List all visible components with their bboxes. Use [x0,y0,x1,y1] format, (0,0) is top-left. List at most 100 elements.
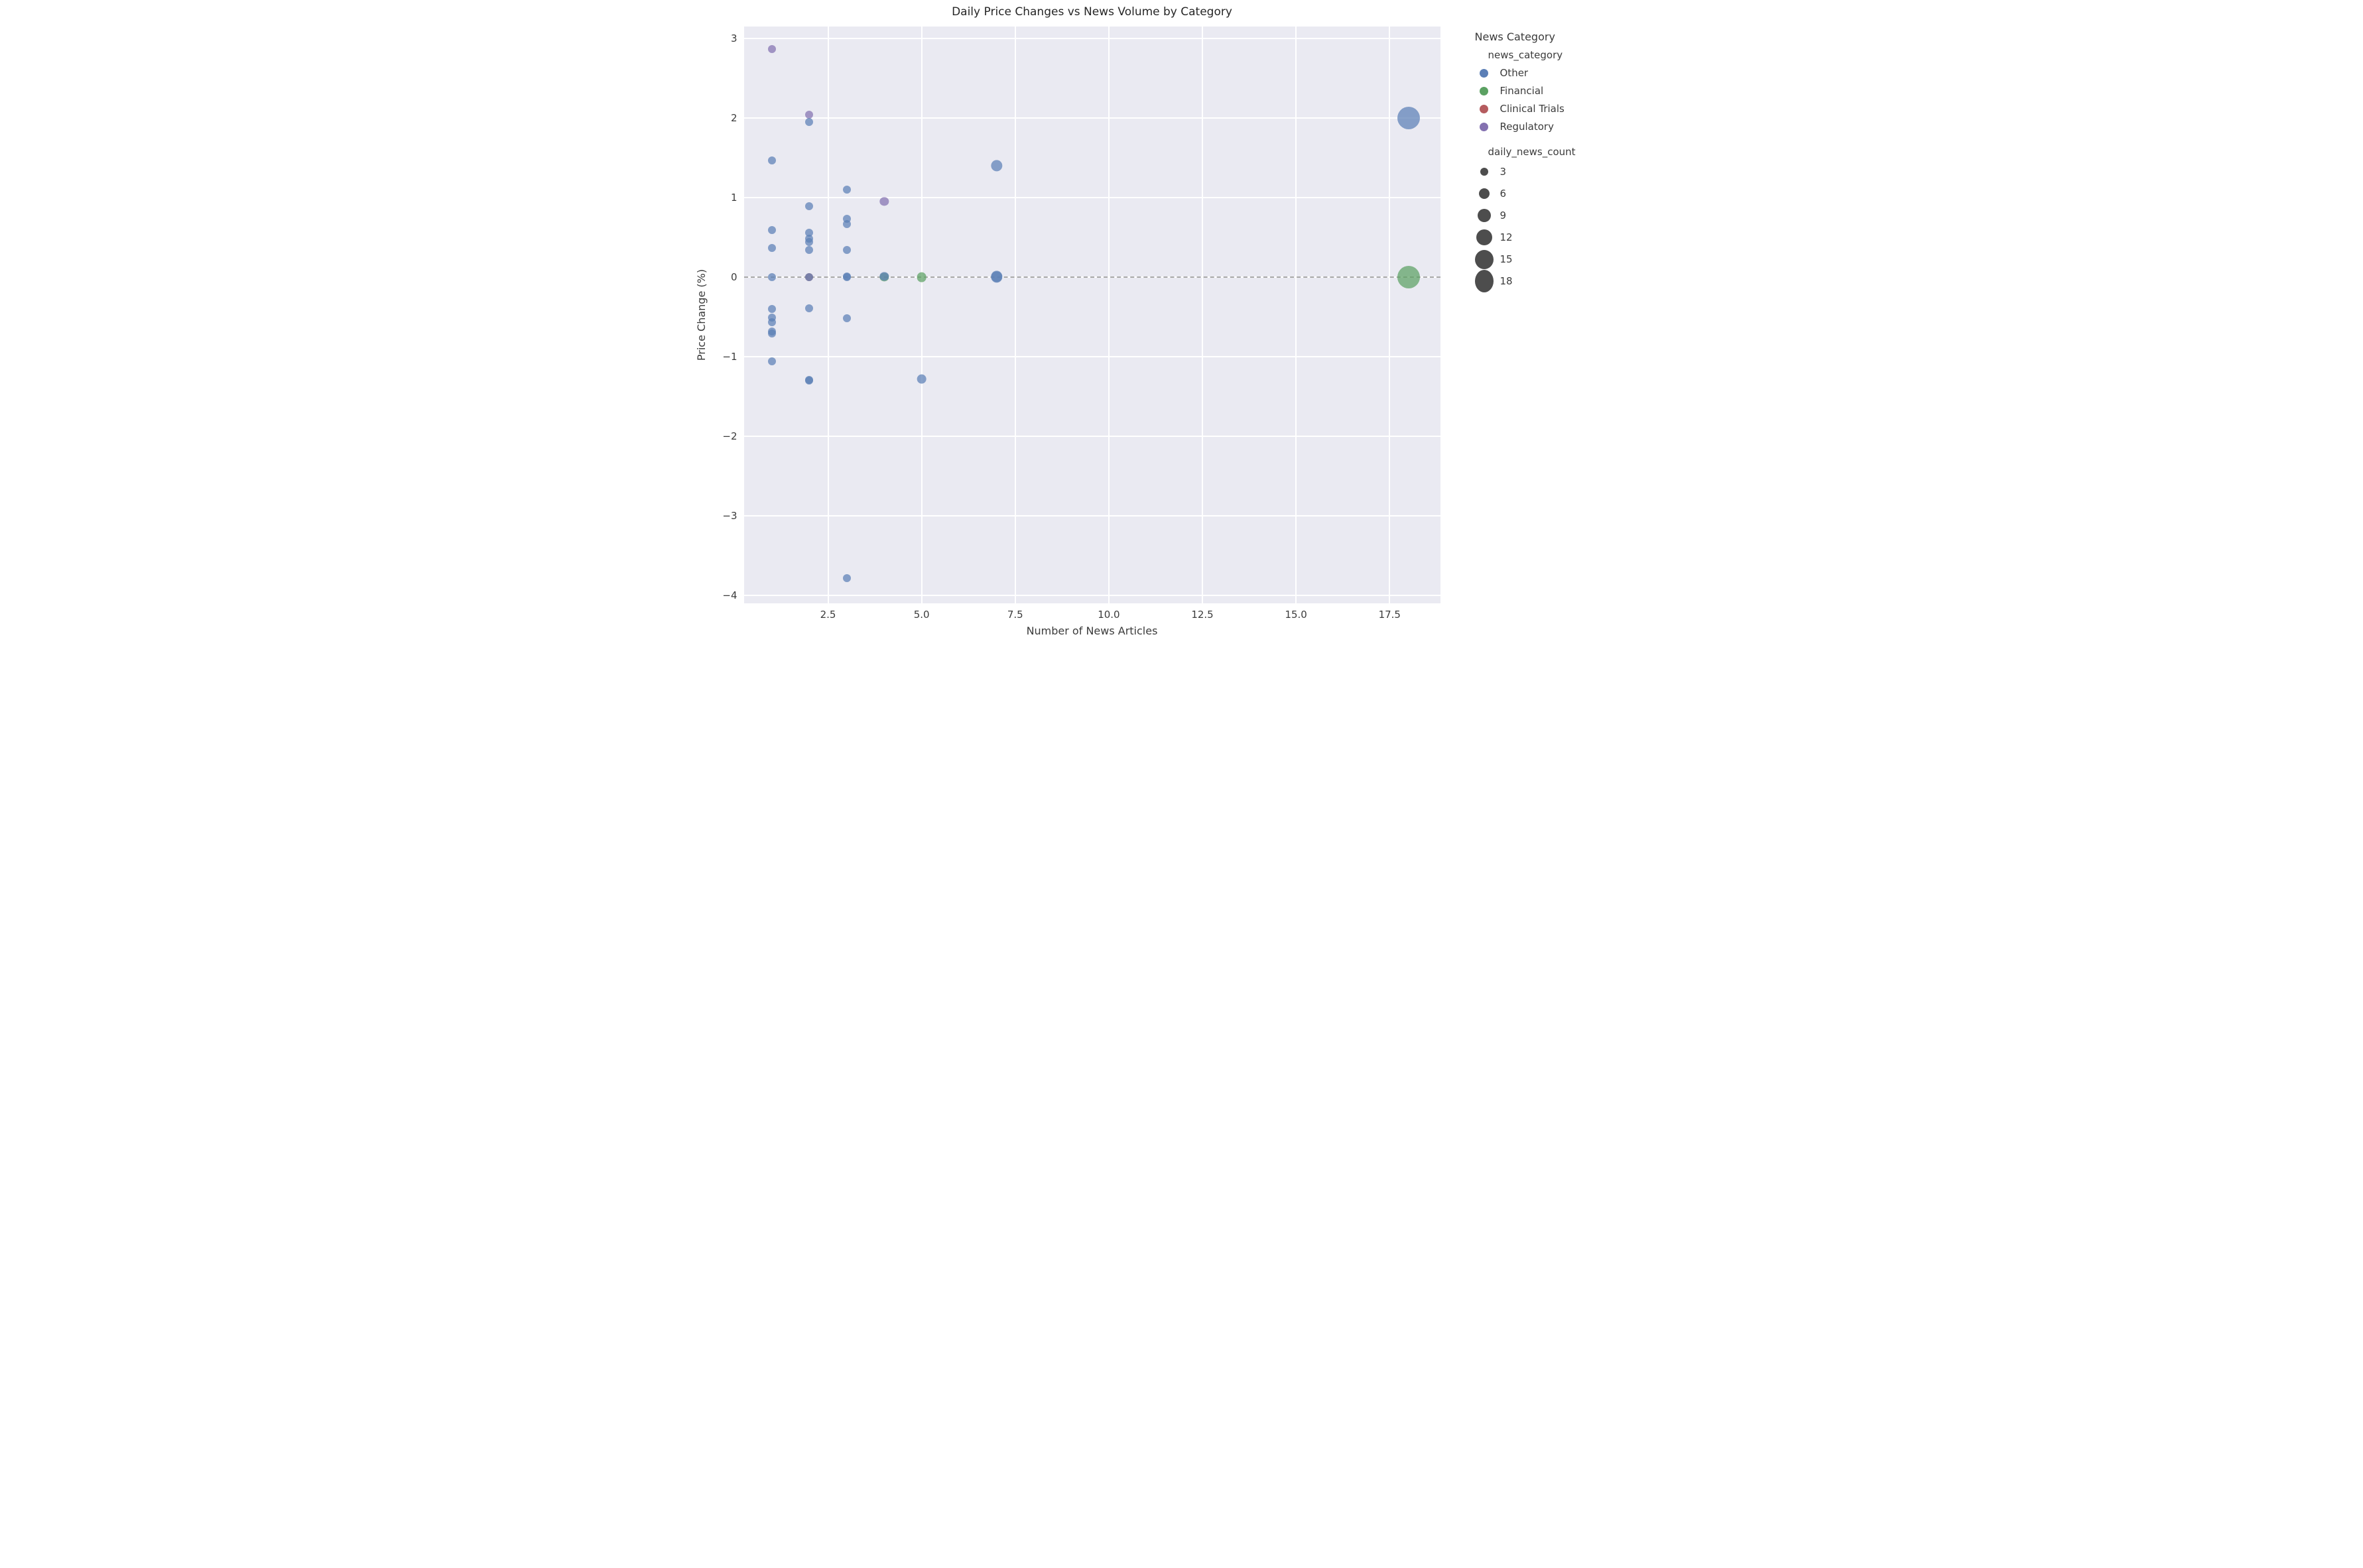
legend-item-label: Regulatory [1500,121,1554,133]
x-tick-label: 5.0 [914,609,930,621]
scatter-point [843,272,851,280]
y-tick-label: 3 [731,32,737,44]
y-tick-label: −1 [722,351,737,363]
legend-color-swatch [1480,87,1488,95]
legend-item-label: 12 [1500,231,1513,243]
scatter-point [880,197,889,206]
scatter-point [917,374,926,384]
scatter-point [805,202,813,210]
gridline-vertical [1295,27,1297,603]
scatter-point [768,357,776,365]
y-tick-label: −2 [722,430,737,442]
gridline-horizontal [744,197,1440,198]
y-tick-label: 1 [731,192,737,204]
y-tick-label: 2 [731,112,737,124]
legend-item-label: 15 [1500,253,1513,265]
legend-color-swatch [1480,123,1488,131]
legend-item-label: 6 [1500,188,1507,200]
legend-size-swatch [1480,168,1488,176]
scatter-point [768,318,776,326]
legend-swatch-holder [1475,250,1500,269]
legend-hue-items: Other Financial Clinical Trials Regulatory [1475,65,1576,135]
legend-size-items: 3 6 9 12 15 18 [1475,162,1576,291]
legend-size-item: 12 [1475,227,1576,247]
scatter-point [805,304,813,312]
legend-swatch-holder [1475,87,1500,95]
legend-hue-item: Other [1475,65,1576,81]
scatter-point [768,45,776,53]
scatter-point [991,160,1002,171]
scatter-point [843,220,851,228]
x-tick-label: 2.5 [820,609,836,621]
y-axis-label: Price Change (%) [695,269,708,361]
x-axis-label: Number of News Articles [1027,625,1158,637]
legend-hue-item: Financial [1475,83,1576,99]
legend-item-label: 9 [1500,210,1507,221]
x-tick-label: 10.0 [1098,609,1119,621]
legend-swatch-holder [1475,188,1500,199]
gridline-horizontal [744,117,1440,119]
legend-size-title: daily_news_count [1488,146,1576,158]
gridline-vertical [921,27,923,603]
scatter-point [1397,107,1420,129]
legend-size-item: 18 [1475,271,1576,291]
x-tick-label: 17.5 [1379,609,1401,621]
legend-hue-subtitle-row: news_category [1475,47,1576,63]
legend-size-swatch [1478,209,1491,222]
legend-size-item: 15 [1475,249,1576,269]
scatter-point [805,246,813,254]
scatter-point [1397,266,1420,288]
scatter-point [768,330,776,337]
legend-hue-item: Clinical Trials [1475,101,1576,117]
scatter-point [768,226,776,234]
scatter-point [843,186,851,194]
legend-item-label: 18 [1500,275,1513,287]
gridline-vertical [1389,27,1390,603]
gridline-horizontal [744,436,1440,437]
scatter-point [805,273,813,281]
legend-item-label: Financial [1500,85,1544,97]
legend-swatch-holder [1475,270,1500,292]
gridline-vertical [1015,27,1016,603]
y-tick-label: −4 [722,589,737,601]
legend-color-swatch [1480,105,1488,113]
gridline-horizontal [744,38,1440,39]
scatter-point [805,118,813,126]
legend-size-swatch [1475,270,1494,292]
gridline-horizontal [744,515,1440,516]
scatter-point [768,244,776,252]
legend-item-label: 3 [1500,166,1507,178]
legend-hue-item: Regulatory [1475,119,1576,135]
legend-swatch-holder [1475,105,1500,113]
figure: Daily Price Changes vs News Volume by Ca… [691,0,1673,650]
gridline-vertical [1108,27,1110,603]
plot-area [744,27,1440,603]
scatter-point [768,156,776,164]
legend-size-swatch [1479,188,1490,199]
legend-swatch-holder [1475,209,1500,222]
x-tick-label: 7.5 [1007,609,1023,621]
chart-title: Daily Price Changes vs News Volume by Ca… [744,5,1440,19]
legend-swatch-holder [1475,69,1500,78]
x-tick-label: 12.5 [1191,609,1213,621]
legend-swatch-holder [1475,229,1500,245]
scatter-point [805,238,813,246]
legend-color-swatch [1480,69,1488,78]
legend-size-swatch [1476,229,1492,245]
legend-swatch-holder [1475,123,1500,131]
scatter-point [768,305,776,313]
x-tick-label: 15.0 [1285,609,1307,621]
scatter-point [843,246,851,254]
gridline-vertical [828,27,829,603]
legend-item-label: Other [1500,67,1529,79]
legend-size-item: 3 [1475,162,1576,182]
scatter-point [843,574,851,582]
gridline-horizontal [744,356,1440,357]
legend-swatch-holder [1475,168,1500,176]
scatter-point [805,377,813,385]
legend-size-title-row: daily_news_count [1475,144,1576,160]
scatter-point [843,314,851,322]
legend-size-item: 6 [1475,184,1576,204]
legend-hue-subtitle: news_category [1488,49,1563,61]
legend: News Category news_category OtherFinanci… [1475,30,1576,293]
